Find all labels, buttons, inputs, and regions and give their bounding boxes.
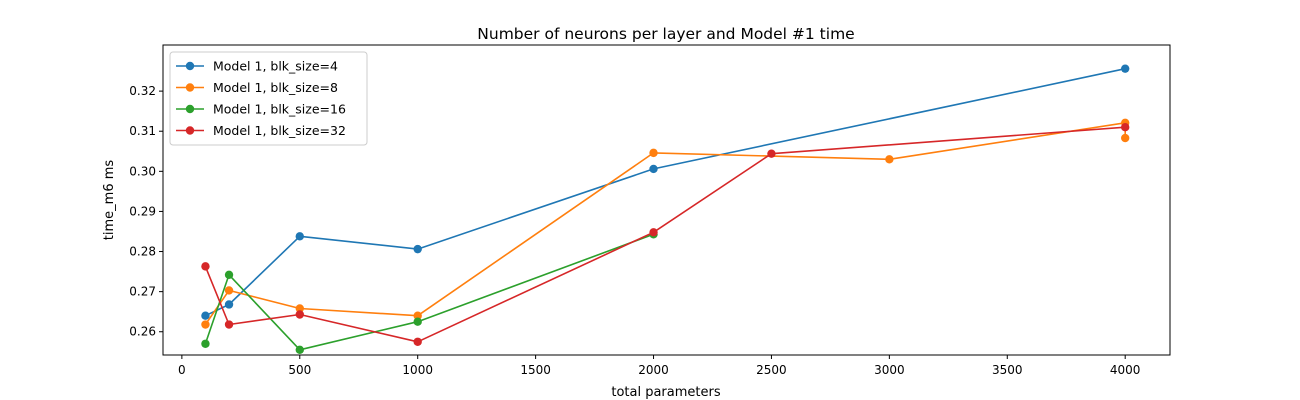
legend-label: Model 1, blk_size=16 [213, 102, 346, 117]
x-tick-label: 500 [288, 363, 311, 377]
data-point [224, 300, 234, 309]
y-tick-label: 0.27 [129, 285, 156, 299]
data-point [201, 311, 210, 320]
y-tick-label: 0.32 [129, 84, 156, 98]
data-point [295, 304, 304, 313]
y-tick-label: 0.26 [129, 325, 156, 339]
data-point [201, 320, 210, 329]
x-tick-label: 2000 [638, 363, 669, 377]
legend-label: Model 1, blk_size=32 [213, 123, 346, 138]
y-axis-label: time_m6 ms [102, 160, 117, 241]
chart-title: Number of neurons per layer and Model #1… [477, 25, 854, 43]
data-point [413, 244, 422, 254]
y-tick-label: 0.28 [129, 245, 156, 259]
data-point [1120, 123, 1130, 132]
data-point [1120, 64, 1130, 73]
data-point [413, 317, 422, 326]
series-line [205, 67, 1126, 317]
legend-box [169, 51, 368, 146]
data-point [649, 164, 658, 174]
x-tick-label: 2500 [756, 363, 787, 377]
data-point [224, 320, 234, 329]
y-tick-label: 0.31 [129, 124, 156, 138]
x-axis-ticks: 0 500 1000 1500 2000 2500 3000 3500 4000 [178, 355, 1140, 377]
data-point [295, 232, 304, 241]
legend-marker [185, 126, 195, 135]
data-point [295, 310, 304, 319]
x-axis-label: total parameters [611, 385, 720, 400]
data-point [201, 262, 210, 271]
legend-marker [185, 83, 195, 92]
x-tick-label: 4000 [1110, 363, 1141, 377]
x-tick-label: 1000 [402, 363, 433, 377]
legend-item: Model 1, blk_size=4 [176, 59, 338, 74]
data-point [885, 155, 894, 164]
x-tick-label: 3000 [874, 363, 905, 377]
data-point [413, 311, 422, 320]
data-point [201, 339, 210, 348]
y-tick-label: 0.30 [129, 164, 156, 178]
legend: Model 1, blk_size=4 Model 1, blk_size=8 Mo… [169, 51, 368, 146]
data-point [224, 286, 234, 295]
y-axis-ticks: 0.26 0.27 0.28 0.29 0.30 0.31 0.32 [129, 84, 163, 339]
series-4 [201, 123, 1130, 346]
legend-label: Model 1, blk_size=4 [213, 59, 338, 74]
data-point [413, 337, 422, 346]
data-point [1120, 133, 1130, 143]
legend-marker [185, 104, 195, 114]
x-tick-label: 1500 [520, 363, 551, 377]
data-point [767, 149, 776, 158]
legend-item: Model 1, blk_size=8 [176, 80, 338, 95]
data-point [649, 148, 658, 158]
legend-marker [185, 61, 195, 71]
legend-item: Model 1, blk_size=16 [176, 102, 346, 117]
series-layer [201, 64, 1130, 354]
data-point [295, 345, 304, 354]
x-tick-label: 0 [178, 363, 186, 377]
legend-label: Model 1, blk_size=8 [213, 80, 338, 95]
data-point [224, 270, 234, 279]
x-tick-label: 3500 [992, 363, 1023, 377]
series-2 [201, 118, 1130, 329]
legend-item: Model 1, blk_size=32 [176, 123, 346, 138]
plot-frame [162, 44, 1171, 356]
y-tick-label: 0.29 [129, 204, 156, 218]
series-1 [201, 64, 1130, 320]
data-point [649, 228, 658, 237]
series-line [204, 122, 1126, 325]
